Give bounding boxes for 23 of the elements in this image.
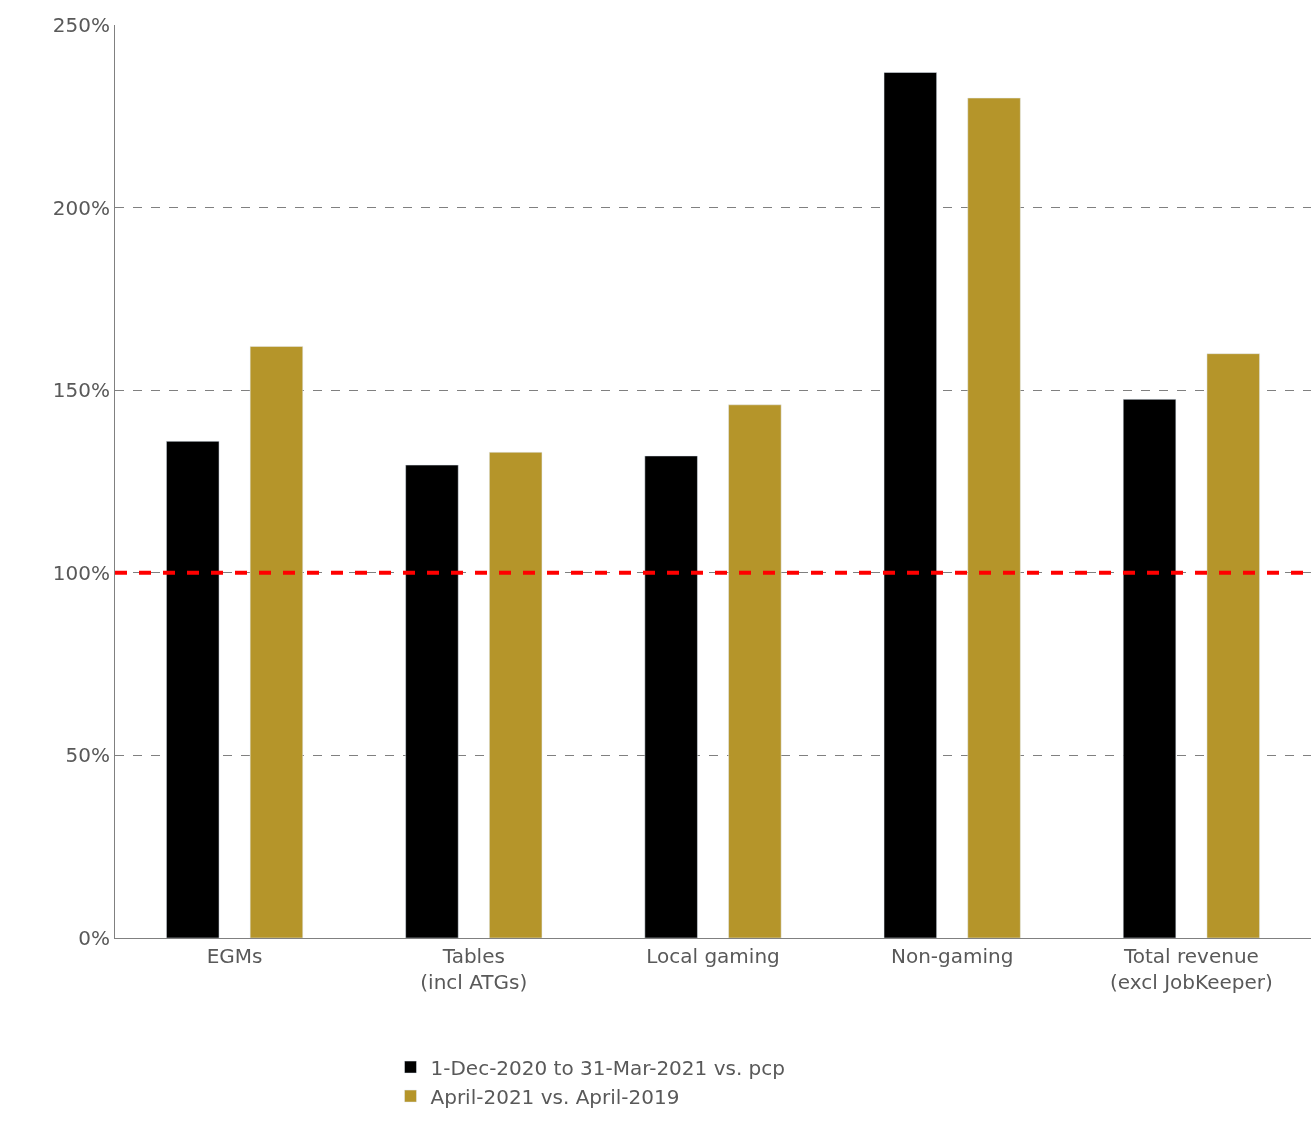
bar [405,464,459,938]
x-tick-label: Local gaming [646,944,780,968]
x-tick-label: Tables (incl ATGs) [420,944,528,994]
y-tick-label: 150% [52,378,110,403]
bar [1206,353,1260,938]
x-tick-label: Non-gaming [890,944,1014,968]
bar [728,404,782,938]
bar [883,72,937,938]
bar [644,455,698,938]
y-tick-label: 250% [52,13,110,37]
bar [489,452,543,938]
y-tick-label: 100% [52,560,110,585]
y-tick-label: 50% [65,743,110,768]
x-tick-label: EGMs [206,944,263,968]
x-tick-label: Total revenue (excl JobKeeper) [1110,944,1273,994]
y-tick-label: 0% [78,926,110,950]
bar [166,441,220,938]
y-tick-label: 200% [52,195,110,220]
legend-label: April-2021 vs. April-2019 [430,1084,680,1109]
bar [249,346,304,938]
bar [1122,399,1177,938]
legend-label: 1-Dec-2020 to 31-Mar-2021 vs. pcp [430,1055,786,1080]
bar [967,97,1021,938]
